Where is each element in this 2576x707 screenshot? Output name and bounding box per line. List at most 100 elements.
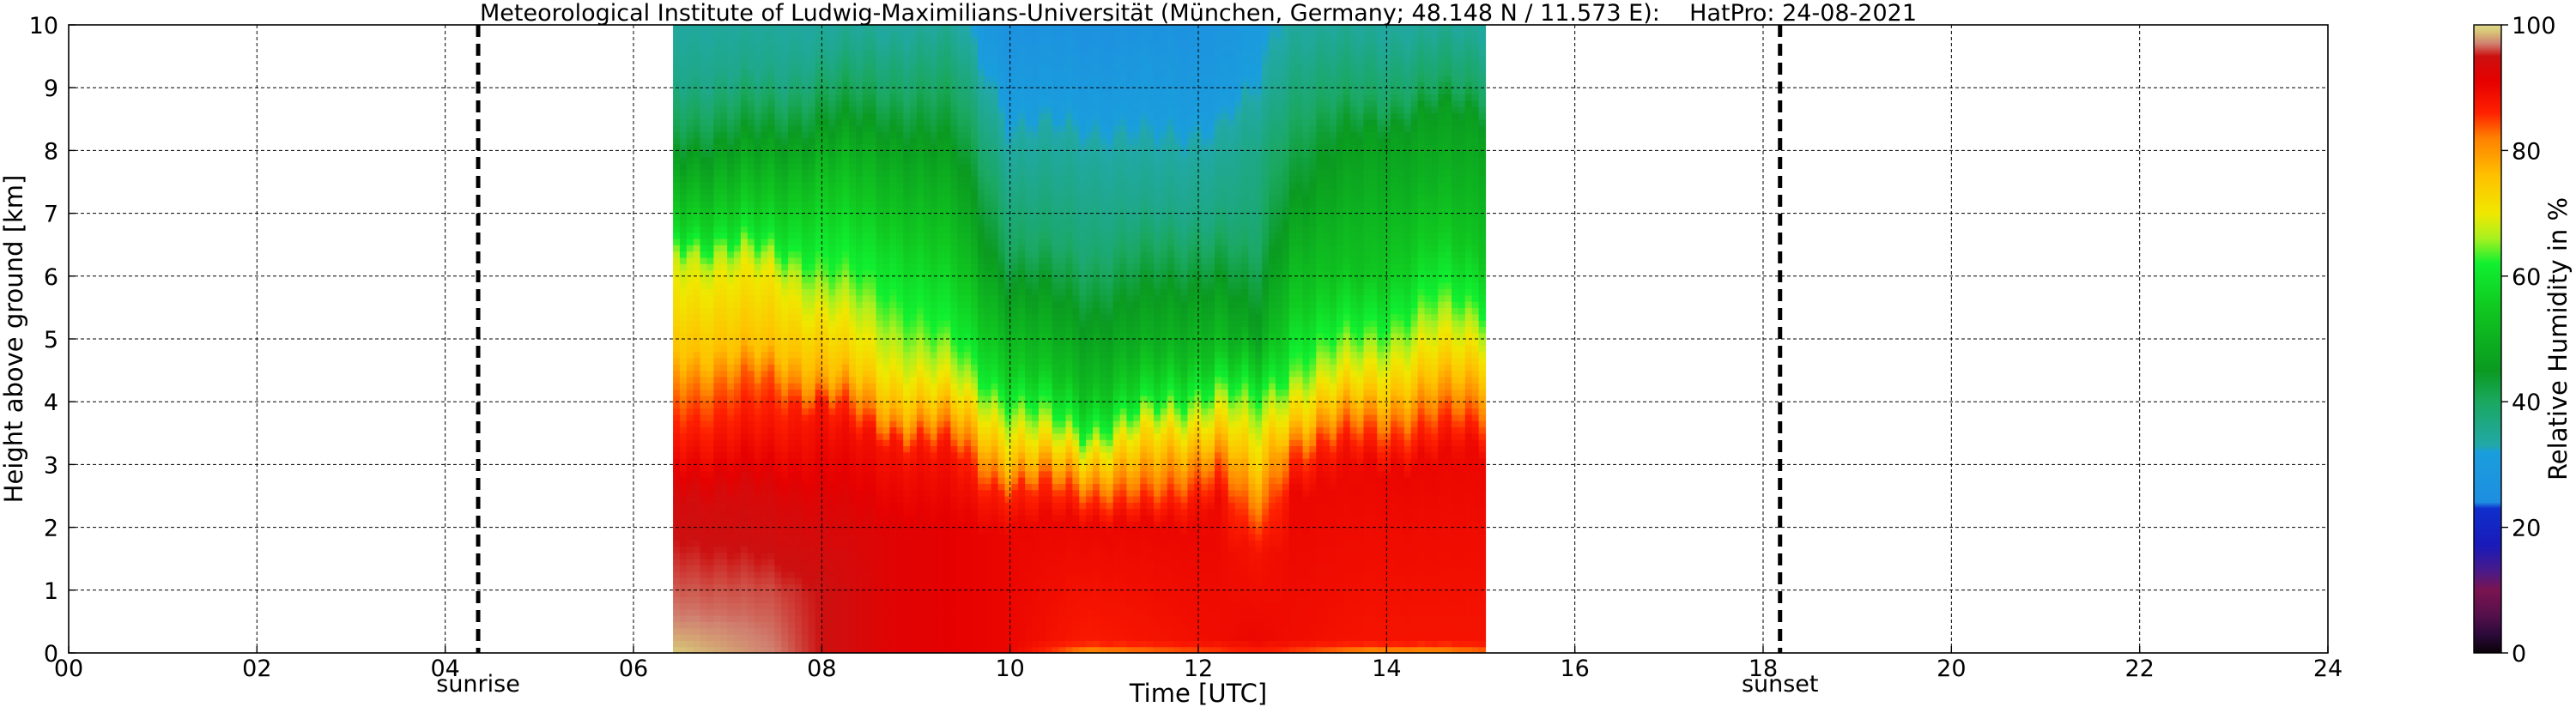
heatmap-cell (971, 226, 979, 233)
heatmap-cell (767, 339, 775, 346)
heatmap-cell (977, 546, 985, 553)
heatmap-cell (706, 376, 714, 384)
heatmap-cell (767, 615, 775, 622)
heatmap-cell (849, 621, 857, 629)
heatmap-cell (706, 150, 714, 158)
heatmap-cell (713, 326, 721, 334)
heatmap-cell (713, 546, 721, 553)
heatmap-cell (1004, 395, 1013, 402)
heatmap-cell (727, 414, 735, 421)
heatmap-cell (747, 502, 755, 510)
heatmap-cell (788, 251, 796, 258)
heatmap-cell (923, 521, 931, 529)
heatmap-cell (795, 62, 803, 69)
heatmap-cell (801, 245, 809, 252)
heatmap-cell (761, 339, 769, 346)
heatmap-cell (950, 602, 958, 610)
heatmap-cell (673, 339, 681, 346)
heatmap-cell (930, 383, 938, 390)
heatmap-cell (706, 615, 714, 622)
heatmap-cell (876, 213, 884, 221)
heatmap-cell (720, 489, 728, 497)
heatmap-cell (923, 263, 931, 271)
heatmap-cell (821, 94, 830, 101)
heatmap-cell (761, 75, 769, 82)
heatmap-cell (673, 175, 681, 183)
heatmap-cell (856, 426, 864, 434)
heatmap-cell (679, 144, 688, 151)
heatmap-cell (984, 88, 992, 95)
heatmap-cell (862, 137, 870, 145)
heatmap-cell (761, 62, 769, 69)
heatmap-cell (727, 451, 735, 459)
heatmap-cell (936, 445, 945, 453)
heatmap-cell (835, 31, 843, 39)
heatmap-cell (801, 420, 809, 428)
heatmap-cell (930, 339, 938, 346)
heatmap-cell (1004, 345, 1013, 353)
heatmap-cell (713, 408, 721, 415)
heatmap-cell (977, 646, 985, 653)
heatmap-cell (964, 219, 972, 227)
heatmap-cell (930, 112, 938, 120)
heatmap-cell (740, 144, 749, 151)
heatmap-cell (862, 182, 870, 189)
heatmap-cell (754, 451, 762, 459)
heatmap-cell (754, 559, 762, 566)
heatmap-cell (686, 163, 694, 170)
heatmap-cell (727, 458, 735, 465)
heatmap-cell (910, 615, 918, 622)
heatmap-cell (808, 345, 816, 353)
heatmap-cell (903, 420, 911, 428)
heatmap-cell (950, 257, 958, 264)
heatmap-cell (930, 313, 938, 321)
heatmap-cell (795, 489, 803, 497)
heatmap-cell (808, 426, 816, 434)
heatmap-cell (991, 112, 999, 120)
heatmap-cell (747, 615, 755, 622)
heatmap-cell (896, 508, 904, 516)
heatmap-cell (856, 445, 864, 453)
heatmap-cell (734, 226, 742, 233)
heatmap-cell (977, 376, 985, 384)
heatmap-cell (943, 351, 952, 359)
heatmap-cell (740, 332, 749, 340)
heatmap-cell (734, 251, 742, 258)
heatmap-cell (767, 320, 775, 327)
heatmap-cell (869, 383, 877, 390)
heatmap-cell (842, 232, 850, 239)
heatmap-cell (700, 106, 708, 114)
heatmap-cell (984, 144, 992, 151)
heatmap-cell (882, 144, 891, 151)
heatmap-cell (903, 458, 911, 465)
heatmap-cell (977, 156, 985, 164)
heatmap-cell (971, 646, 979, 653)
heatmap-cell (943, 112, 952, 120)
heatmap-cell (869, 125, 877, 133)
heatmap-cell (1004, 251, 1013, 258)
heatmap-cell (889, 282, 897, 290)
heatmap-cell (943, 458, 952, 465)
heatmap-cell (910, 527, 918, 535)
heatmap-cell (862, 596, 870, 604)
heatmap-cell (828, 81, 836, 88)
heatmap-cell (821, 370, 830, 378)
heatmap-cell (821, 320, 830, 327)
heatmap-cell (734, 88, 742, 95)
heatmap-cell (896, 125, 904, 133)
heatmap-cell (754, 414, 762, 421)
heatmap-cell (693, 615, 701, 622)
heatmap-cell (679, 408, 688, 415)
heatmap-cell (889, 226, 897, 233)
heatmap-cell (957, 577, 965, 585)
heatmap-cell (882, 514, 891, 522)
heatmap-cell (815, 194, 823, 202)
heatmap-cell (910, 589, 918, 597)
heatmap-cell (882, 156, 891, 164)
heatmap-cell (923, 357, 931, 365)
heatmap-cell (801, 602, 809, 610)
heatmap-cell (815, 137, 823, 145)
heatmap-cell (828, 75, 836, 82)
heatmap-cell (821, 232, 830, 239)
heatmap-cell (943, 345, 952, 353)
